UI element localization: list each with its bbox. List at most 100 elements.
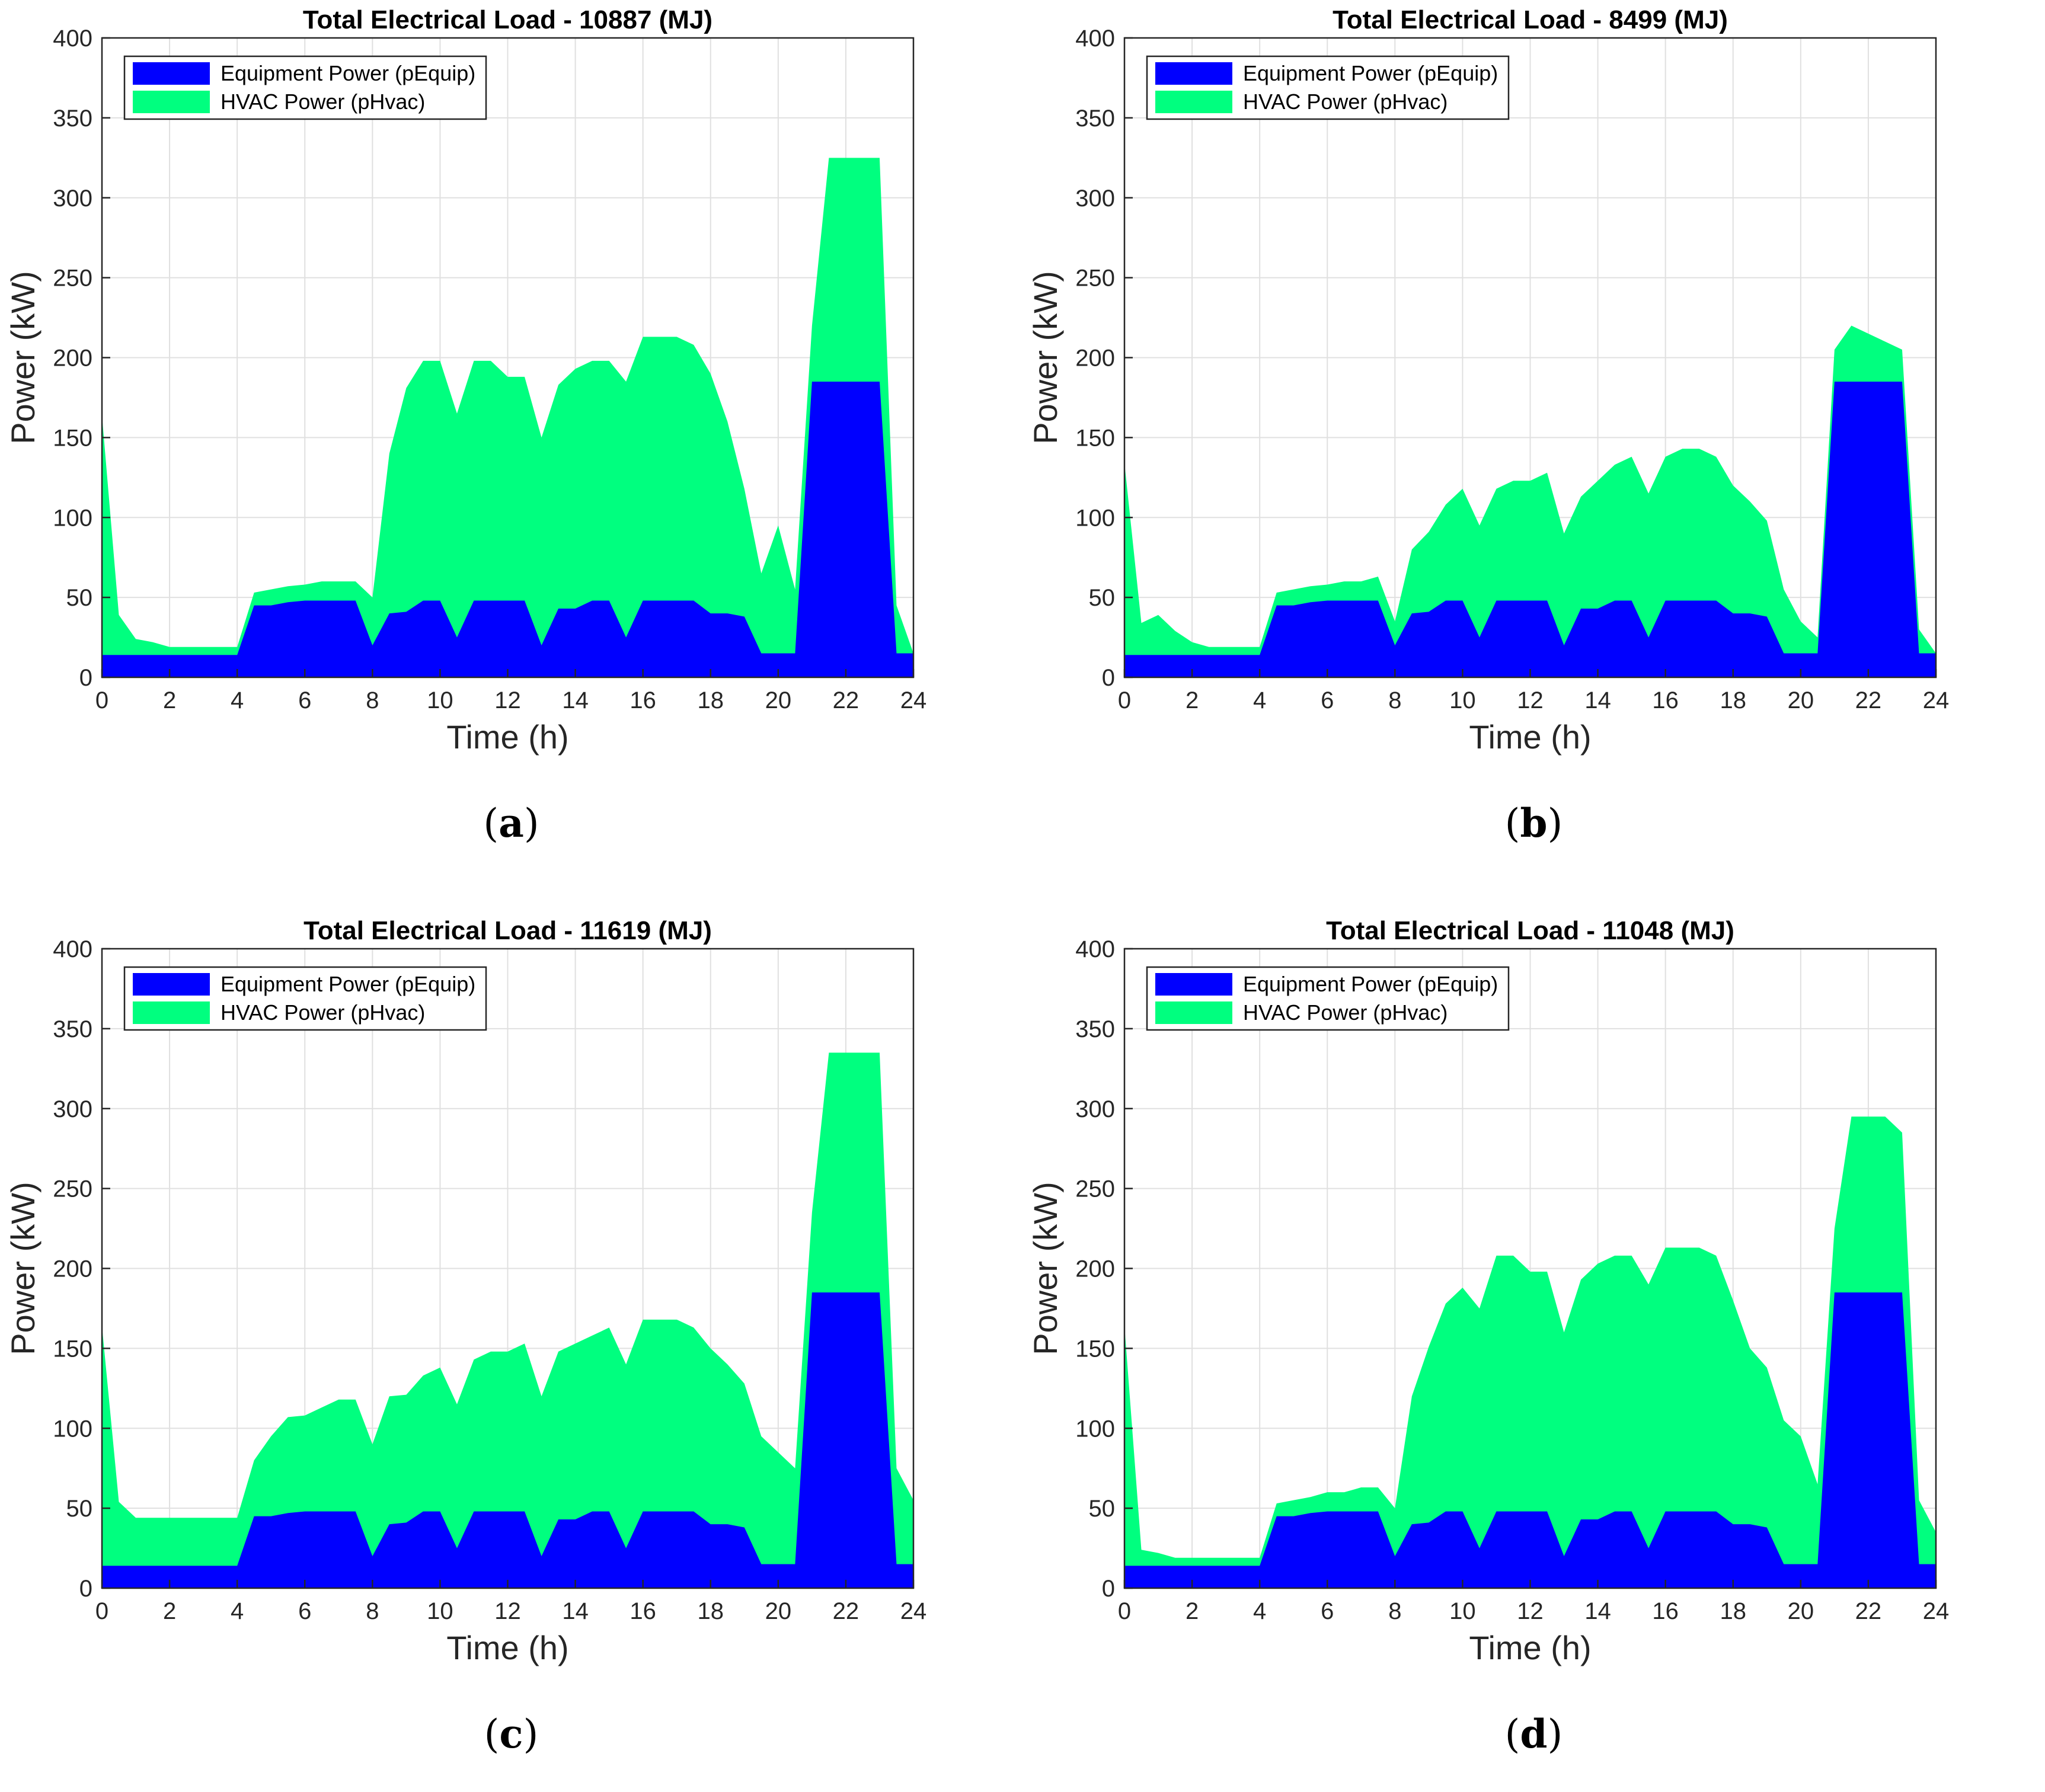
chart-c: 0 2 4 6 8 10 12 14 16 18 20 22 240501001502002503003… (4, 916, 926, 1666)
caption-close-paren: ) (1547, 1711, 1563, 1757)
caption-close-paren: ) (1547, 801, 1563, 846)
legend: Equipment Power (pEquip) HVAC Power (pHva… (1146, 966, 1510, 1031)
x-tick-label: 18 (1720, 687, 1747, 713)
legend-label: HVAC Power (pHvac) (221, 89, 425, 114)
y-tick-label: 0 (1102, 1576, 1115, 1602)
x-tick-label: 6 (298, 687, 311, 713)
x-tick-label: 16 (630, 687, 656, 713)
y-tick-label: 300 (1075, 1096, 1115, 1122)
equipment-power-area (1124, 1292, 1936, 1588)
x-tick-label: 10 (427, 687, 453, 713)
y-tick-label: 350 (53, 105, 92, 132)
y-tick-label: 300 (53, 185, 92, 212)
x-tick-label: 14 (1584, 687, 1611, 713)
ticks (1123, 948, 1937, 1589)
x-tick-label: 8 (1388, 1598, 1401, 1624)
x-tick-label: 22 (1855, 1598, 1882, 1624)
x-tick-label: 16 (1652, 687, 1679, 713)
x-tick-label: 10 (427, 1598, 453, 1624)
x-tick-label: 20 (1788, 687, 1814, 713)
y-tick-label: 50 (66, 585, 93, 611)
x-tick-label: 22 (1855, 687, 1882, 713)
x-tick-label: 2 (1186, 687, 1199, 713)
hvac-power-area (102, 1052, 913, 1588)
y-axis-label: Power (kW) (1027, 1182, 1064, 1355)
ticks (101, 948, 915, 1589)
y-tick-label: 150 (53, 1336, 92, 1362)
y-axis-label: Power (kW) (1027, 271, 1064, 444)
x-tick-label: 0 (1118, 1598, 1131, 1624)
ticks (101, 37, 915, 679)
y-tick-label: 400 (1075, 936, 1115, 962)
equipment-power-area (102, 1292, 913, 1588)
y-tick-label: 150 (1075, 425, 1115, 451)
y-tick-label: 150 (53, 425, 92, 451)
equipment-power-area (102, 381, 913, 677)
x-tick-label: 18 (698, 1598, 724, 1624)
x-tick-label: 18 (698, 687, 724, 713)
x-tick-label: 16 (1652, 1598, 1679, 1624)
y-tick-label: 350 (1075, 105, 1115, 132)
y-tick-label: 200 (1075, 1256, 1115, 1282)
x-tick-label: 6 (1321, 1598, 1334, 1624)
y-axis-label: Power (kW) (4, 1182, 41, 1355)
legend-swatch (1155, 1001, 1232, 1024)
y-tick-label: 250 (1075, 265, 1115, 292)
y-tick-label: 400 (1075, 25, 1115, 52)
x-axis-label: Time (h) (1469, 718, 1591, 756)
x-axis-label: Time (h) (1469, 1629, 1591, 1666)
x-tick-label: 24 (900, 687, 927, 713)
x-tick-label: 8 (1388, 687, 1401, 713)
hvac-power-area (102, 158, 913, 677)
legend-label: Equipment Power (pEquip) (221, 972, 475, 996)
x-tick-label: 18 (1720, 1598, 1747, 1624)
caption-letter: a (499, 800, 524, 846)
y-tick-label: 100 (53, 505, 92, 531)
legend-label: HVAC Power (pHvac) (1243, 1000, 1448, 1025)
caption-close-paren: ) (523, 1711, 539, 1757)
y-tick-label: 100 (1075, 1416, 1115, 1442)
x-tick-label: 10 (1449, 687, 1476, 713)
caption-open-paren: ( (484, 1711, 500, 1757)
caption-a: (a) (0, 800, 1022, 846)
x-tick-label: 22 (833, 1598, 859, 1624)
y-tick-label: 200 (1075, 345, 1115, 372)
y-tick-label: 200 (53, 345, 92, 372)
y-tick-label: 300 (53, 1096, 92, 1122)
y-tick-label: 0 (79, 665, 92, 691)
x-tick-label: 14 (562, 687, 589, 713)
legend: Equipment Power (pEquip) HVAC Power (pHva… (1146, 55, 1510, 120)
caption-c: (c) (0, 1711, 1022, 1757)
caption-letter: c (499, 1711, 523, 1757)
y-tick-label: 0 (79, 1576, 92, 1602)
caption-open-paren: ( (1504, 1711, 1520, 1757)
y-tick-label: 300 (1075, 185, 1115, 212)
legend-swatch (133, 91, 210, 113)
legend-label: HVAC Power (pHvac) (221, 1000, 425, 1025)
legend-label: Equipment Power (pEquip) (221, 61, 475, 85)
y-tick-label: 250 (53, 265, 92, 292)
x-tick-label: 16 (630, 1598, 656, 1624)
chart-title: Total Electrical Load - 8499 (MJ) (1333, 5, 1728, 34)
caption-open-paren: ( (1504, 801, 1520, 846)
y-tick-label: 400 (53, 25, 92, 52)
x-tick-label: 14 (1584, 1598, 1611, 1624)
x-tick-label: 0 (95, 687, 108, 713)
x-tick-label: 14 (562, 1598, 589, 1624)
legend-swatch (133, 1001, 210, 1024)
y-tick-label: 100 (1075, 505, 1115, 531)
legend-swatch (1155, 973, 1232, 996)
chart-title: Total Electrical Load - 10887 (MJ) (303, 5, 712, 34)
equipment-power-area (1124, 381, 1936, 677)
legend: Equipment Power (pEquip) HVAC Power (pHva… (123, 966, 487, 1031)
x-tick-label: 12 (1517, 1598, 1544, 1624)
x-tick-label: 2 (163, 687, 176, 713)
y-tick-label: 400 (53, 936, 92, 962)
legend-swatch (133, 62, 210, 85)
legend-swatch (133, 973, 210, 996)
x-tick-label: 10 (1449, 1598, 1476, 1624)
caption-open-paren: ( (483, 801, 499, 846)
chart-title: Total Electrical Load - 11619 (MJ) (303, 916, 712, 945)
caption-letter: b (1520, 800, 1548, 846)
y-tick-label: 350 (1075, 1016, 1115, 1042)
